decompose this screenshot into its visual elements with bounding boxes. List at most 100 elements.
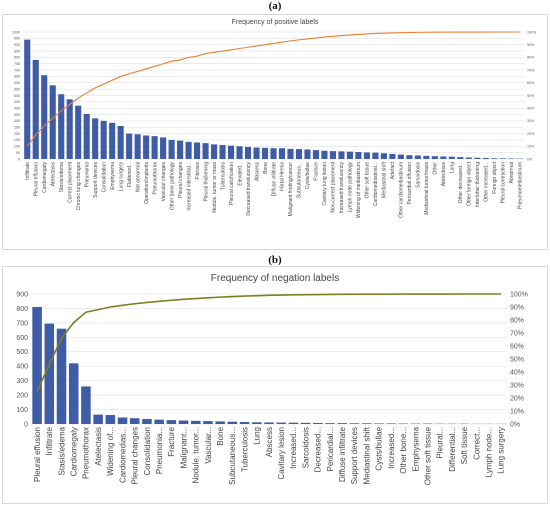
pos-category-label: Other xyxy=(433,162,439,175)
neg-category-label: Lymph node... xyxy=(484,427,493,477)
pos-category-label: Pneumomediastinum xyxy=(518,162,524,209)
neg-y2-tick-label: 70% xyxy=(510,330,524,337)
pos-bar xyxy=(508,158,515,159)
pos-category-label: Hiatal Hernia xyxy=(280,162,286,191)
neg-category-label: Other soft tissue xyxy=(423,426,432,485)
neg-category-label: Pneumonia... xyxy=(155,427,164,474)
neg-y-tick-label: 300 xyxy=(16,378,28,385)
pos-bar xyxy=(185,141,192,159)
pos-category-label: Tuberculosis xyxy=(220,162,226,191)
pos-y2-tick-label: 20% xyxy=(527,132,535,136)
pos-category-label: Other soft tissue xyxy=(365,162,371,199)
pos-y2-tick-label: 60% xyxy=(527,81,535,85)
pos-bar xyxy=(431,156,438,159)
pos-bar xyxy=(160,137,167,159)
pos-category-label: Other foreign object xyxy=(467,161,473,206)
neg-bar xyxy=(32,307,42,424)
pos-category-label: Increased translucency xyxy=(339,162,345,214)
neg-category-label: Differential... xyxy=(448,427,457,472)
pos-bar xyxy=(83,113,90,159)
neg-bar xyxy=(81,386,91,424)
neg-y-tick-label: 200 xyxy=(16,393,28,400)
pos-category-label: Lung xyxy=(450,162,456,173)
pos-bar xyxy=(41,75,48,159)
pos-y2-tick-label: 40% xyxy=(527,106,535,110)
pos-bar xyxy=(389,153,396,159)
pos-category-label: Cardiomediastinal... xyxy=(373,162,379,206)
pos-category-label: Consolidation xyxy=(101,162,107,193)
neg-category-label: Lung surgery xyxy=(497,427,506,474)
neg-category-label: Atelectasis xyxy=(94,427,103,466)
neg-category-label: Other bone... xyxy=(399,427,408,474)
pos-category-label: Support devices xyxy=(93,162,99,198)
pos-y-tick-label: 650 xyxy=(14,75,20,79)
positive-labels-chart: Frequency of positive labels 0 50 100 150 20… xyxy=(2,14,548,250)
pos-bar xyxy=(278,148,286,159)
neg-category-label: Bone xyxy=(216,426,225,445)
pos-bar xyxy=(440,156,447,159)
pos-category-label: Artefact xyxy=(390,161,396,179)
pos-bar xyxy=(202,143,209,159)
pos-category-label: Non-correct placement xyxy=(331,161,337,212)
panel-label-b: (b) xyxy=(268,254,282,266)
neg-category-label: Abscess xyxy=(265,427,274,457)
pos-bar xyxy=(380,153,387,159)
pos-bar xyxy=(126,133,133,159)
negation-labels-plot: 0 100 200 300 400 500 600 700 800 900 0% 10% 20% 30% 4… xyxy=(16,291,528,485)
pos-bar xyxy=(109,122,116,159)
pos-category-label: Not abnormal xyxy=(135,162,141,192)
pos-y-tick-label: 100 xyxy=(14,145,20,149)
pos-y-tick-label: 500 xyxy=(14,94,20,98)
pos-bar xyxy=(92,118,99,159)
pos-bar xyxy=(397,154,404,159)
neg-bar xyxy=(288,422,299,424)
neg-category-label: Mediastinal shift xyxy=(362,426,371,484)
neg-category-label: Pericardial... xyxy=(326,427,335,471)
pos-bar xyxy=(321,150,328,159)
pos-category-label: Pleural changes xyxy=(178,161,184,197)
neg-category-label: Tuberculosis xyxy=(240,427,249,472)
pos-bar xyxy=(134,134,141,159)
pos-bar xyxy=(100,120,107,159)
pos-bar xyxy=(372,152,379,159)
neg-bar xyxy=(313,422,323,424)
neg-bar xyxy=(361,423,372,424)
pos-bar xyxy=(474,157,481,159)
pos-bar xyxy=(219,145,226,159)
neg-y-tick-label: 100 xyxy=(16,407,28,414)
neg-y2-tick-label: 20% xyxy=(510,395,524,402)
chart-title-negation: Frequency of negation labels xyxy=(210,273,340,284)
neg-category-label: Pleural effusion xyxy=(33,427,42,482)
pos-bar xyxy=(423,155,430,159)
pos-y2-tick-label: 10% xyxy=(527,145,535,149)
pos-category-label: Other bone pathology xyxy=(169,162,175,211)
pos-y-tick-label: 150 xyxy=(14,138,20,142)
pos-y-tick-label: 1000 xyxy=(12,30,20,34)
pos-category-label: Decreased translucency xyxy=(246,162,252,216)
pos-category-label: Widening of mediastinum xyxy=(356,162,362,218)
pos-y-tick-label: 900 xyxy=(14,43,20,47)
neg-category-label: Cysts/bullae xyxy=(375,426,384,470)
negation-labels-chart: Frequency of negation labels 0 100 200 300 4… xyxy=(2,266,548,504)
pos-category-label: Other increased... xyxy=(484,162,490,202)
pos-bar xyxy=(168,139,175,159)
pos-category-label: Fracture xyxy=(314,162,320,181)
pos-bar xyxy=(482,157,489,159)
pos-bar xyxy=(363,152,370,159)
pos-cumulative-line xyxy=(26,31,520,147)
neg-y2-tick-label: 0% xyxy=(510,421,520,428)
pos-category-label: Foreign object xyxy=(492,161,498,193)
neg-category-label: Vascular... xyxy=(204,427,213,464)
pos-bar xyxy=(414,155,421,159)
pos-bar xyxy=(32,59,39,159)
pos-bar xyxy=(465,157,472,159)
pos-bar xyxy=(304,149,311,159)
pos-bar xyxy=(253,147,260,159)
neg-y-tick-label: 0 xyxy=(24,421,28,428)
pos-category-label: Abnormal xyxy=(509,162,515,183)
chart-title-positive: Frequency of positive labels xyxy=(231,19,319,26)
neg-y-tick-label: 600 xyxy=(16,335,28,342)
neg-category-label: Support devices xyxy=(350,427,359,484)
neg-cumulative-line xyxy=(36,293,501,392)
pos-y-tick-label: 350 xyxy=(14,113,20,117)
